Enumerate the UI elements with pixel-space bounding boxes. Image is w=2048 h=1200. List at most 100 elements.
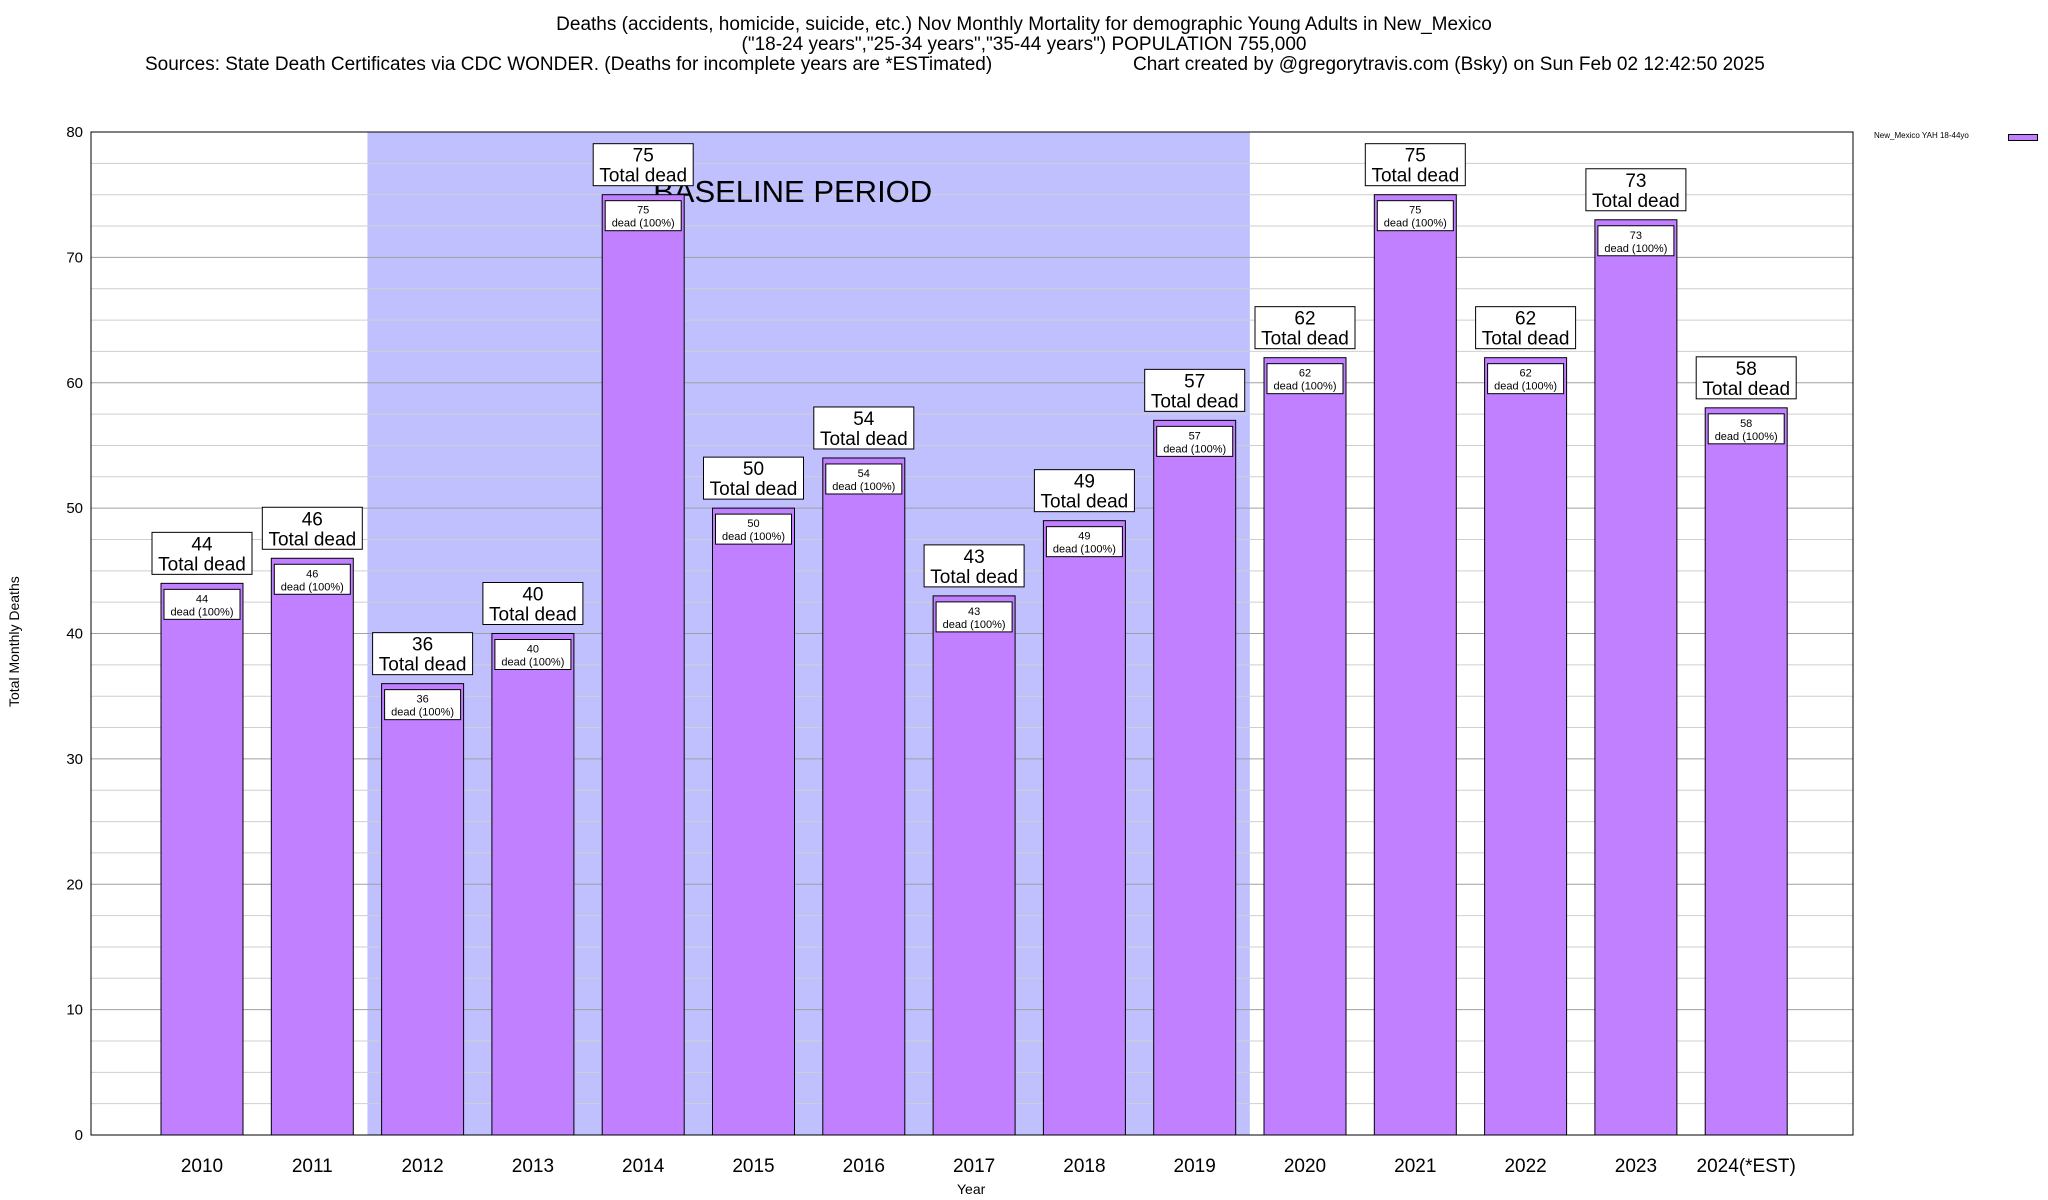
bar-inner-value: 58	[1740, 418, 1752, 430]
bar-inner-label-box	[273, 563, 351, 595]
y-axis-label: Total Monthly Deaths	[6, 576, 22, 707]
x-tick-label: 2011	[292, 1156, 333, 1177]
bar-top-label-box	[1254, 306, 1356, 350]
bar-top-label: Total dead	[1261, 329, 1349, 350]
bar-inner-label-box	[825, 463, 903, 495]
bar-top-label: Total dead	[710, 479, 798, 500]
x-tick-label: 2012	[401, 1156, 443, 1177]
bar-top-value: 44	[191, 534, 213, 555]
x-tick-label: 2015	[732, 1156, 774, 1177]
bar-inner-value: 36	[416, 694, 428, 706]
legend-series-label: New_Mexico YAH 18-44yo	[1874, 131, 1969, 140]
bar-top-label: Total dead	[268, 529, 356, 550]
chart-credit: Chart created by @gregorytravis.com (Bsk…	[1133, 54, 1765, 75]
bar	[1373, 194, 1457, 1136]
bar-inner-label-box	[1156, 425, 1234, 457]
bar-inner-label: dead (100%)	[501, 657, 564, 669]
bar-inner-label: dead (100%)	[1384, 218, 1447, 230]
bar	[1594, 219, 1678, 1136]
bar-inner-label-box	[1487, 363, 1565, 395]
x-tick-label: 2023	[1615, 1156, 1657, 1177]
baseline-label: BASELINE PERIOD	[653, 174, 932, 209]
bar	[1153, 419, 1237, 1136]
bar-top-label: Total dead	[1702, 379, 1790, 400]
bar-inner-value: 62	[1299, 368, 1311, 380]
bar-inner-value: 57	[1189, 430, 1201, 442]
bar-inner-value: 50	[747, 518, 759, 530]
bar-inner-label: dead (100%)	[1053, 544, 1116, 556]
bar-top-label: Total dead	[1482, 329, 1570, 350]
x-tick-label: 2017	[953, 1156, 995, 1177]
chart-sources: Sources: State Death Certificates via CD…	[145, 54, 993, 75]
bar-top-label-box	[813, 406, 915, 450]
bar	[601, 194, 685, 1136]
bar-inner-label: dead (100%)	[722, 531, 785, 543]
bar-inner-value: 75	[637, 205, 649, 217]
bar-top-value: 62	[1515, 309, 1536, 330]
bar-top-label-box	[703, 456, 804, 500]
bar-top-value: 49	[1074, 472, 1095, 493]
chart-title-line-2: ("18-24 years","25-34 years","35-44 year…	[741, 34, 1307, 55]
x-tick-label: 2016	[843, 1156, 885, 1177]
bar-inner-label: dead (100%)	[1163, 443, 1226, 455]
bar-top-label: Total dead	[1592, 191, 1680, 212]
bar-top-label: Total dead	[379, 655, 467, 676]
bar-inner-label-box	[604, 200, 682, 232]
bar-inner-value: 40	[527, 644, 539, 656]
y-tick-label: 60	[66, 375, 83, 392]
bar-top-label-box	[372, 632, 474, 676]
bar-inner-label-box	[715, 513, 792, 545]
bar-inner-value: 73	[1630, 230, 1642, 242]
bar-top-label: Total dead	[599, 166, 687, 187]
bar	[381, 683, 465, 1136]
bar-inner-label: dead (100%)	[943, 619, 1006, 631]
bar-top-label-box	[482, 582, 584, 625]
bar-inner-label-box	[384, 689, 462, 721]
bar-top-label-box	[1585, 168, 1687, 212]
bar-inner-value: 54	[858, 468, 870, 480]
bar-inner-label: dead (100%)	[391, 707, 454, 719]
y-tick-label: 70	[66, 249, 83, 266]
x-axis-label: Year	[957, 1181, 986, 1197]
bar-top-label: Total dead	[158, 554, 246, 575]
bar-inner-label-box	[494, 639, 572, 670]
bar-inner-value: 43	[968, 606, 980, 618]
y-tick-label: 20	[66, 876, 83, 893]
bar-inner-label: dead (100%)	[1604, 243, 1667, 255]
x-tick-label: 2022	[1504, 1156, 1546, 1177]
bar-top-value: 58	[1736, 359, 1757, 380]
bar-inner-label-box	[1707, 413, 1785, 445]
bar-top-value: 50	[743, 459, 764, 480]
bar	[1704, 407, 1788, 1136]
bar-inner-value: 49	[1078, 531, 1090, 543]
y-tick-label: 50	[66, 500, 83, 517]
bar-top-value: 75	[1405, 146, 1426, 167]
bar	[932, 595, 1016, 1136]
bar-inner-label: dead (100%)	[832, 481, 895, 493]
bar-inner-label-box	[1045, 526, 1123, 558]
bar-inner-label-box	[163, 588, 241, 620]
bar-top-value: 43	[964, 547, 985, 568]
bar-inner-value: 62	[1519, 368, 1531, 380]
bar-top-value: 57	[1184, 371, 1205, 392]
y-tick-label: 30	[66, 751, 83, 768]
bar	[1484, 357, 1568, 1136]
x-tick-label: 2014	[622, 1156, 665, 1177]
bar-inner-label-box	[1597, 225, 1675, 257]
x-tick-label: 2013	[512, 1156, 554, 1177]
bar	[1263, 357, 1347, 1136]
bar-inner-label-box	[1376, 200, 1454, 232]
bar-inner-value: 44	[196, 593, 208, 605]
bar-inner-label: dead (100%)	[171, 606, 234, 618]
y-tick-label: 0	[75, 1127, 83, 1144]
bar-top-label-box	[1364, 143, 1466, 187]
plot-border	[90, 131, 1854, 1136]
bar-top-label-box	[1033, 469, 1135, 513]
y-tick-label: 10	[66, 1002, 83, 1019]
bar-inner-value: 46	[306, 568, 318, 580]
bar-inner-label: dead (100%)	[281, 581, 344, 593]
bar-inner-label: dead (100%)	[612, 218, 675, 230]
bar-inner-label: dead (100%)	[1715, 431, 1778, 443]
bar	[822, 457, 906, 1136]
y-tick-label: 80	[66, 124, 83, 141]
